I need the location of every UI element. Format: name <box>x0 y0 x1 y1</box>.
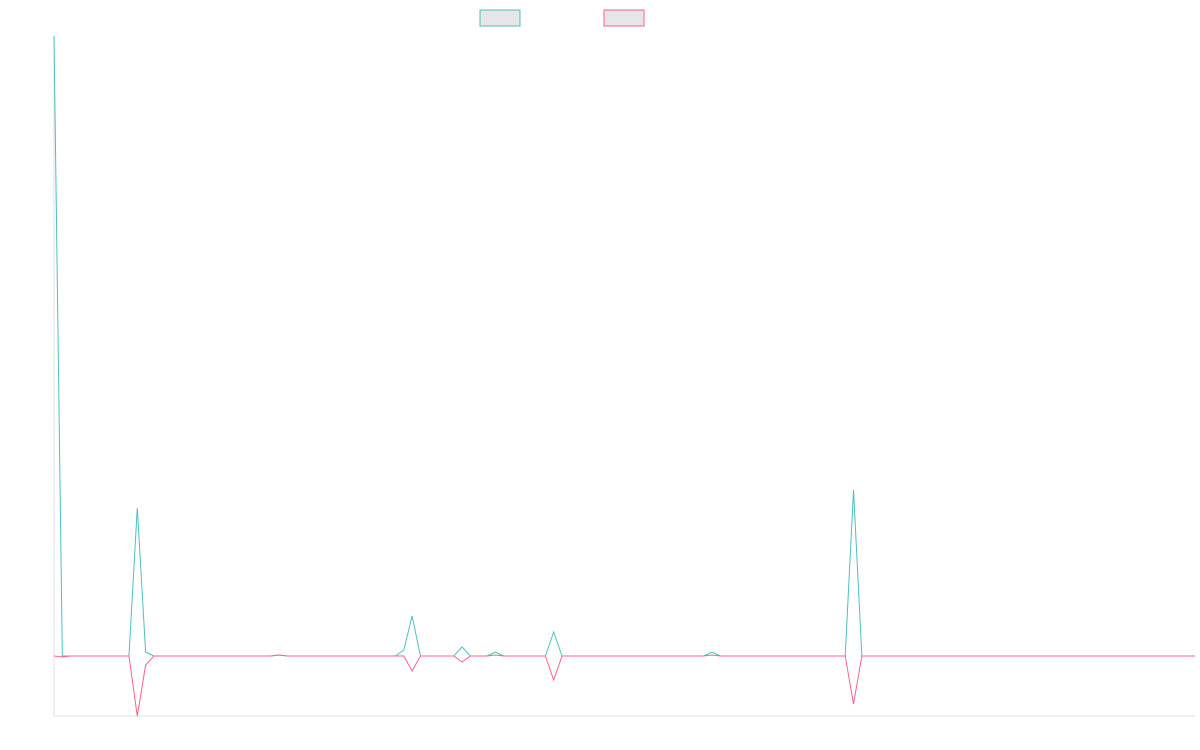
legend-swatch <box>603 9 645 27</box>
series-line <box>53 654 1195 717</box>
legend-swatch <box>479 9 521 27</box>
series-line <box>53 35 1195 657</box>
